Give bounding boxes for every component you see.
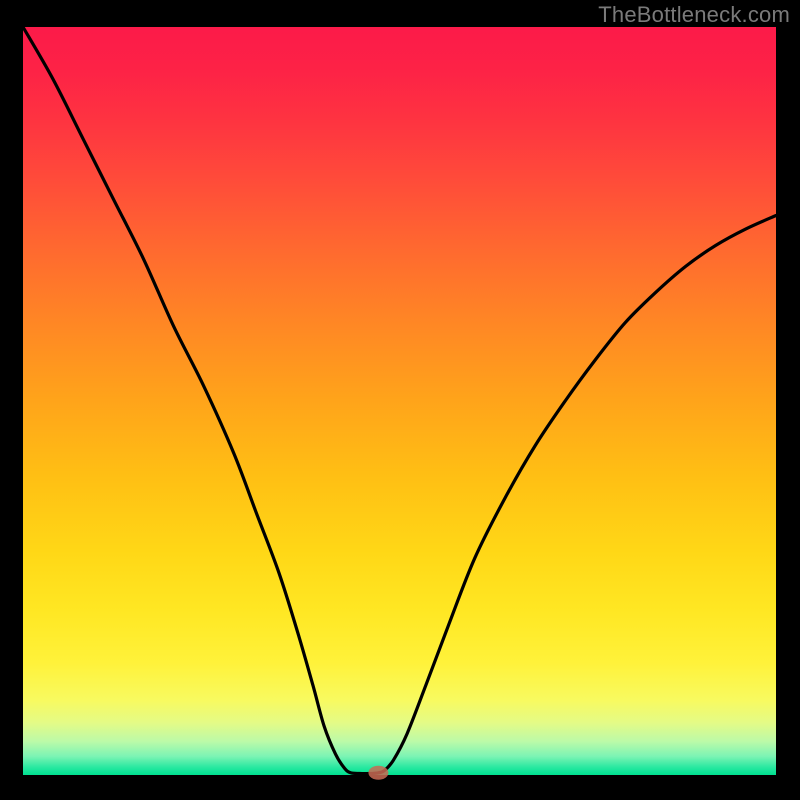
chart-svg (0, 0, 800, 800)
chart-canvas: TheBottleneck.com (0, 0, 800, 800)
trough-marker (368, 766, 388, 780)
chart-background (23, 27, 776, 775)
watermark-text: TheBottleneck.com (598, 2, 790, 28)
